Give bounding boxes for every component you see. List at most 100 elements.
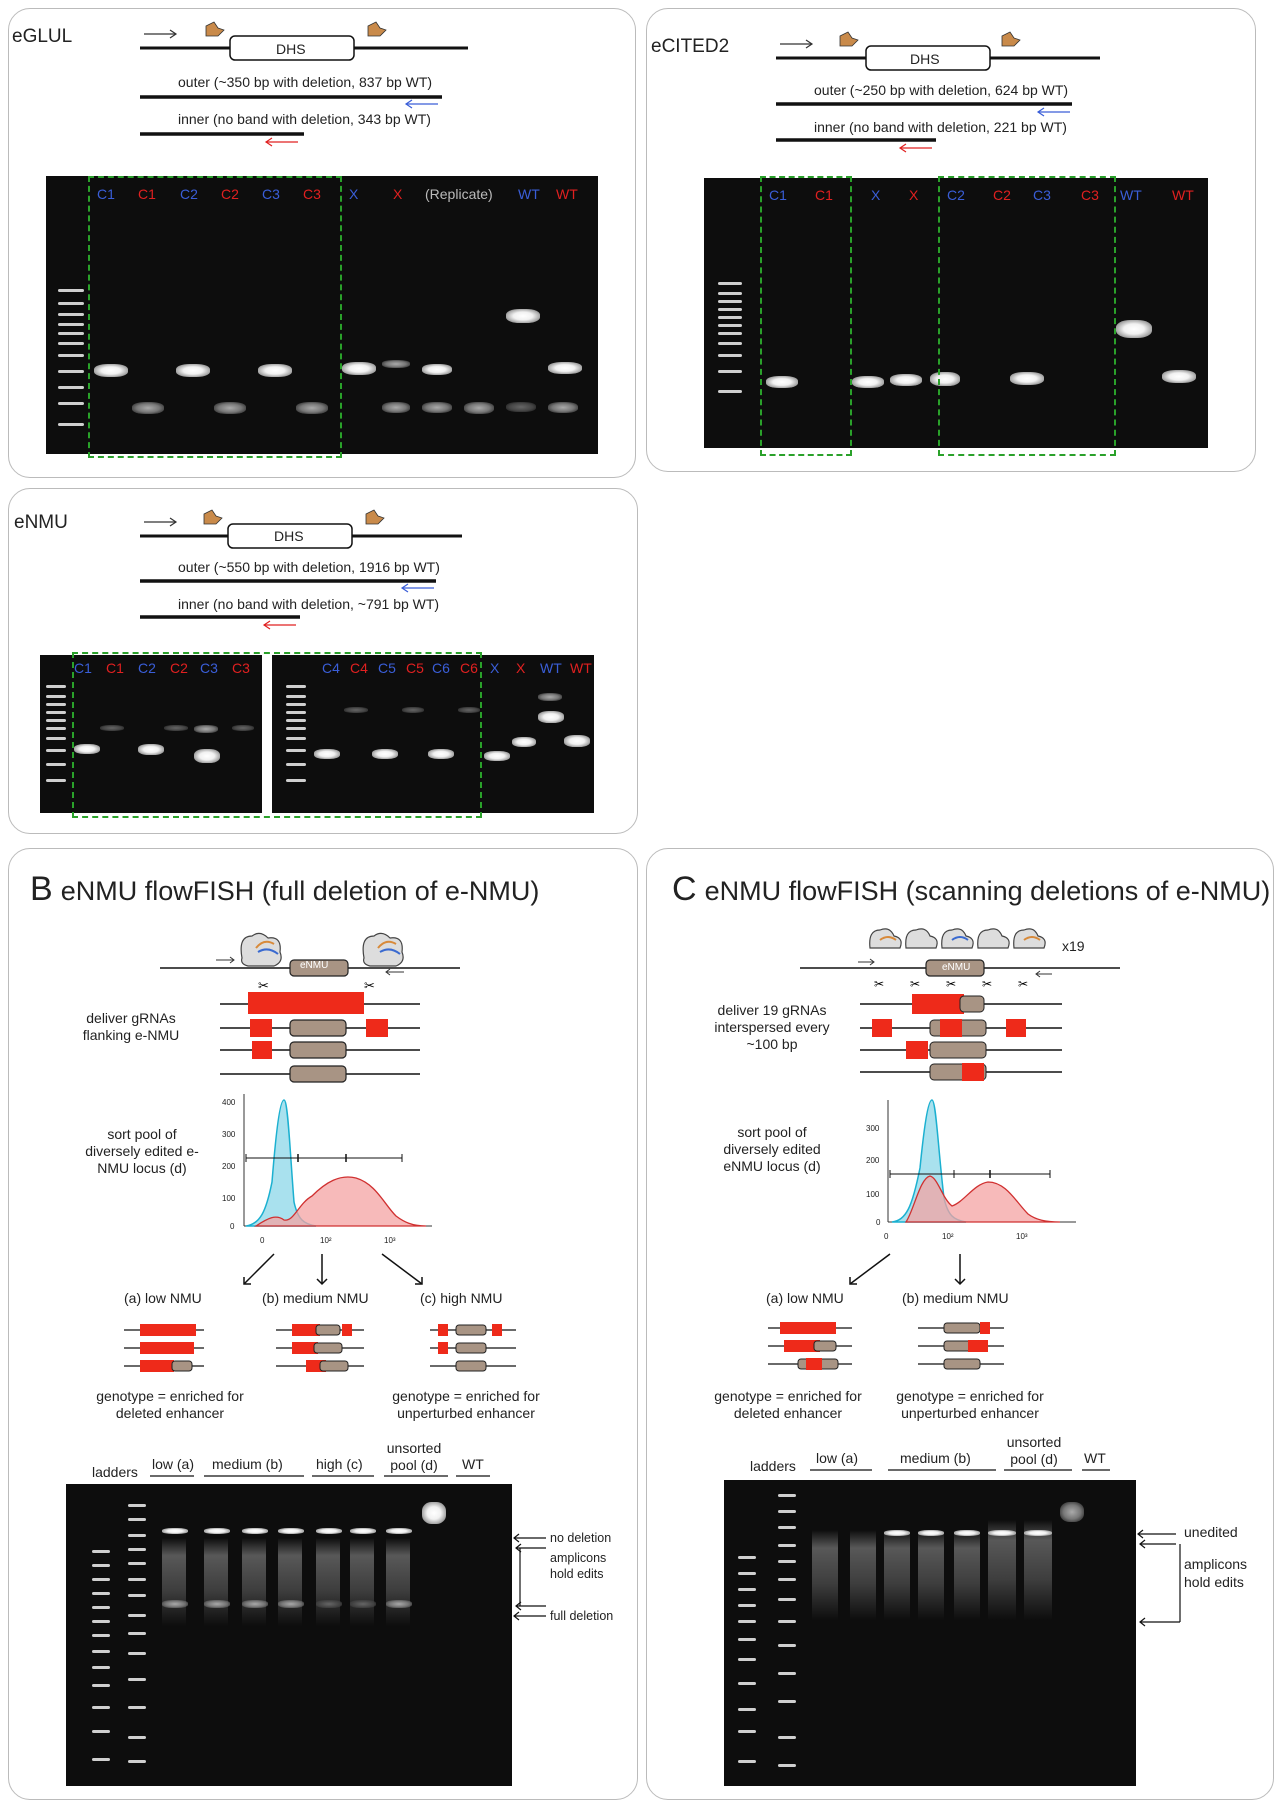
- panel-c-deliver-text: deliver 19 gRNAs interspersed every ~100…: [714, 1002, 830, 1053]
- panel-c-ann-hold: amplicons hold edits: [1184, 1556, 1248, 1590]
- panel-c-gel-ladders: ladders: [750, 1458, 796, 1474]
- panel-b-histogram: [243, 1094, 432, 1227]
- enmu-inner-label: inner (no band with deletion, ~791 bp WT…: [178, 596, 440, 612]
- eglul-lane-label: C1: [138, 186, 156, 202]
- panel-b-gel-ladders: ladders: [92, 1464, 138, 1480]
- panel-b-element-label: eNMU: [300, 960, 329, 971]
- svg-text:✂: ✂: [364, 979, 375, 994]
- eglul-lane-label: WT: [556, 186, 578, 202]
- eglul-lane-label: C3: [303, 186, 321, 202]
- enmu-lane-label: C2: [138, 660, 156, 676]
- panel-b-branch-arrows: [243, 1253, 423, 1286]
- enmu-lane-label: C3: [232, 660, 250, 676]
- panel-b-gel-wt: WT: [462, 1456, 484, 1472]
- panel-b-ann-nodel: no deletion: [550, 1531, 612, 1545]
- panel-c-branch-arrows: [849, 1253, 966, 1286]
- panel-c-branch-b: (b) medium NMU: [902, 1290, 1009, 1306]
- svg-text:✂: ✂: [258, 979, 269, 994]
- svg-text:✂: ✂: [910, 977, 920, 991]
- svg-text:✂: ✂: [874, 977, 884, 991]
- panel-b-gel-high: high (c): [316, 1456, 363, 1472]
- panel-b-x-tick: 10³: [384, 1236, 396, 1245]
- panel-b-gel-group-lines: [150, 1475, 490, 1477]
- panel-b-gel: [66, 1484, 512, 1786]
- ecited2-lane-label: C3: [1081, 187, 1099, 203]
- panel-c-ann-unedited: unedited: [1184, 1524, 1238, 1540]
- panel-c-gel-medium: medium (b): [900, 1450, 971, 1466]
- panel-c-gel-wt: WT: [1084, 1450, 1106, 1466]
- eglul-lane-label: X: [349, 186, 359, 202]
- panel-b-gel-medium: medium (b): [212, 1456, 283, 1472]
- eglul-dhs-label: DHS: [276, 41, 306, 57]
- ecited2-lane-label: C3: [1033, 187, 1051, 203]
- panel-b-letter: B: [30, 870, 53, 908]
- ecited2-lane-label: WT: [1120, 187, 1142, 203]
- panel-b-y-tick: 200: [222, 1162, 236, 1171]
- svg-text:✂: ✂: [1018, 977, 1028, 991]
- panel-b-branch-a: (a) low NMU: [124, 1290, 202, 1306]
- enmu-lane-label: X: [516, 660, 526, 676]
- ecited2-inner-label: inner (no band with deletion, 221 bp WT): [814, 119, 1067, 135]
- ecited2-lane-label: X: [871, 187, 881, 203]
- enmu-lane-label: C2: [170, 660, 188, 676]
- panel-c-histogram: [887, 1099, 1076, 1223]
- panel-c-gel-low: low (a): [816, 1450, 859, 1466]
- panel-c-title-text: eNMU flowFISH (scanning deletions of e-N…: [704, 876, 1271, 906]
- ecited2-lane-label: C2: [993, 187, 1011, 203]
- ecited2-outer-label: outer (~250 bp with deletion, 624 bp WT): [814, 82, 1069, 98]
- panel-c-x-tick: 10²: [942, 1232, 954, 1241]
- panel-c-y-tick: 200: [866, 1156, 880, 1165]
- enmu-lane-label: C1: [106, 660, 124, 676]
- panel-c-y-tick: 100: [866, 1190, 880, 1199]
- panel-c-gel-group-lines: [810, 1469, 1110, 1471]
- panel-b-gel-annotation-arrows: [513, 1533, 546, 1621]
- enmu-lane-label: C6: [432, 660, 450, 676]
- enmu-lane-label: C1: [74, 660, 92, 676]
- enmu-lane-label: C6: [460, 660, 478, 676]
- enmu-dhs-label: DHS: [274, 528, 304, 544]
- panel-c-sort-text: sort pool of diversely edited eNMU locus…: [723, 1124, 821, 1175]
- panel-b-y-tick: 400: [222, 1098, 236, 1107]
- panel-b-title-text: eNMU flowFISH (full deletion of e-NMU): [60, 876, 540, 906]
- ecited2-lane-label: WT: [1172, 187, 1194, 203]
- ecited2-schematic: [776, 31, 1100, 153]
- ecited2-gel: [704, 178, 1208, 448]
- panel-c-genotype-left: genotype = enriched for deleted enhancer: [714, 1388, 862, 1422]
- panel-b-y-tick: 0: [230, 1222, 235, 1231]
- ecited2-lane-label: X: [909, 187, 919, 203]
- panel-b-x-tick: 10²: [320, 1236, 332, 1245]
- enmu-lane-label: WT: [570, 660, 592, 676]
- svg-text:✂: ✂: [946, 977, 956, 991]
- panel-c-element-label: eNMU: [942, 962, 971, 973]
- panel-c-gel-annotation-arrows: [1137, 1529, 1181, 1627]
- panel-b-ann-full: full deletion: [550, 1609, 614, 1623]
- enmu-outer-label: outer (~550 bp with deletion, 1916 bp WT…: [178, 559, 440, 575]
- panel-c-x-tick: 10³: [1016, 1232, 1028, 1241]
- panel-c-branch-a: (a) low NMU: [766, 1290, 844, 1306]
- panel-c-y-tick: 0: [876, 1218, 881, 1227]
- enmu-lane-label: WT: [540, 660, 562, 676]
- panel-c-x-tick: 0: [884, 1232, 889, 1241]
- panel-b-y-tick: 100: [222, 1194, 236, 1203]
- panel-c-y-tick: 300: [866, 1124, 880, 1133]
- eglul-clone-box: [88, 176, 342, 458]
- ecited2-clone-box-1: [760, 176, 852, 456]
- panel-c-x19: x19: [1062, 938, 1085, 954]
- panel-b-gel-unsorted: unsorted pool (d): [386, 1440, 442, 1474]
- panel-c-gel-unsorted: unsorted pool (d): [1006, 1434, 1062, 1468]
- panel-b-gel-low: low (a): [152, 1456, 195, 1472]
- panel-c-letter: C: [672, 870, 697, 908]
- panel-b-locus-schematic: ✂ ✂: [160, 932, 460, 1083]
- panel-b-x-tick: 0: [260, 1236, 265, 1245]
- eglul-lane-label: X: [393, 186, 403, 202]
- eglul-lane-label: C3: [262, 186, 280, 202]
- panel-b-branch-genotypes: [124, 1324, 516, 1372]
- enmu-title: eNMU: [14, 512, 68, 533]
- panel-b-branch-c: (c) high NMU: [420, 1290, 503, 1306]
- eglul-lane-label: C2: [180, 186, 198, 202]
- panel-b-ann-hold: amplicons hold edits: [550, 1551, 607, 1581]
- panel-b-sort-text: sort pool of diversely edited e-NMU locu…: [85, 1126, 199, 1177]
- ecited2-clone-box-2: [938, 176, 1116, 456]
- enmu-schematic: [140, 509, 462, 630]
